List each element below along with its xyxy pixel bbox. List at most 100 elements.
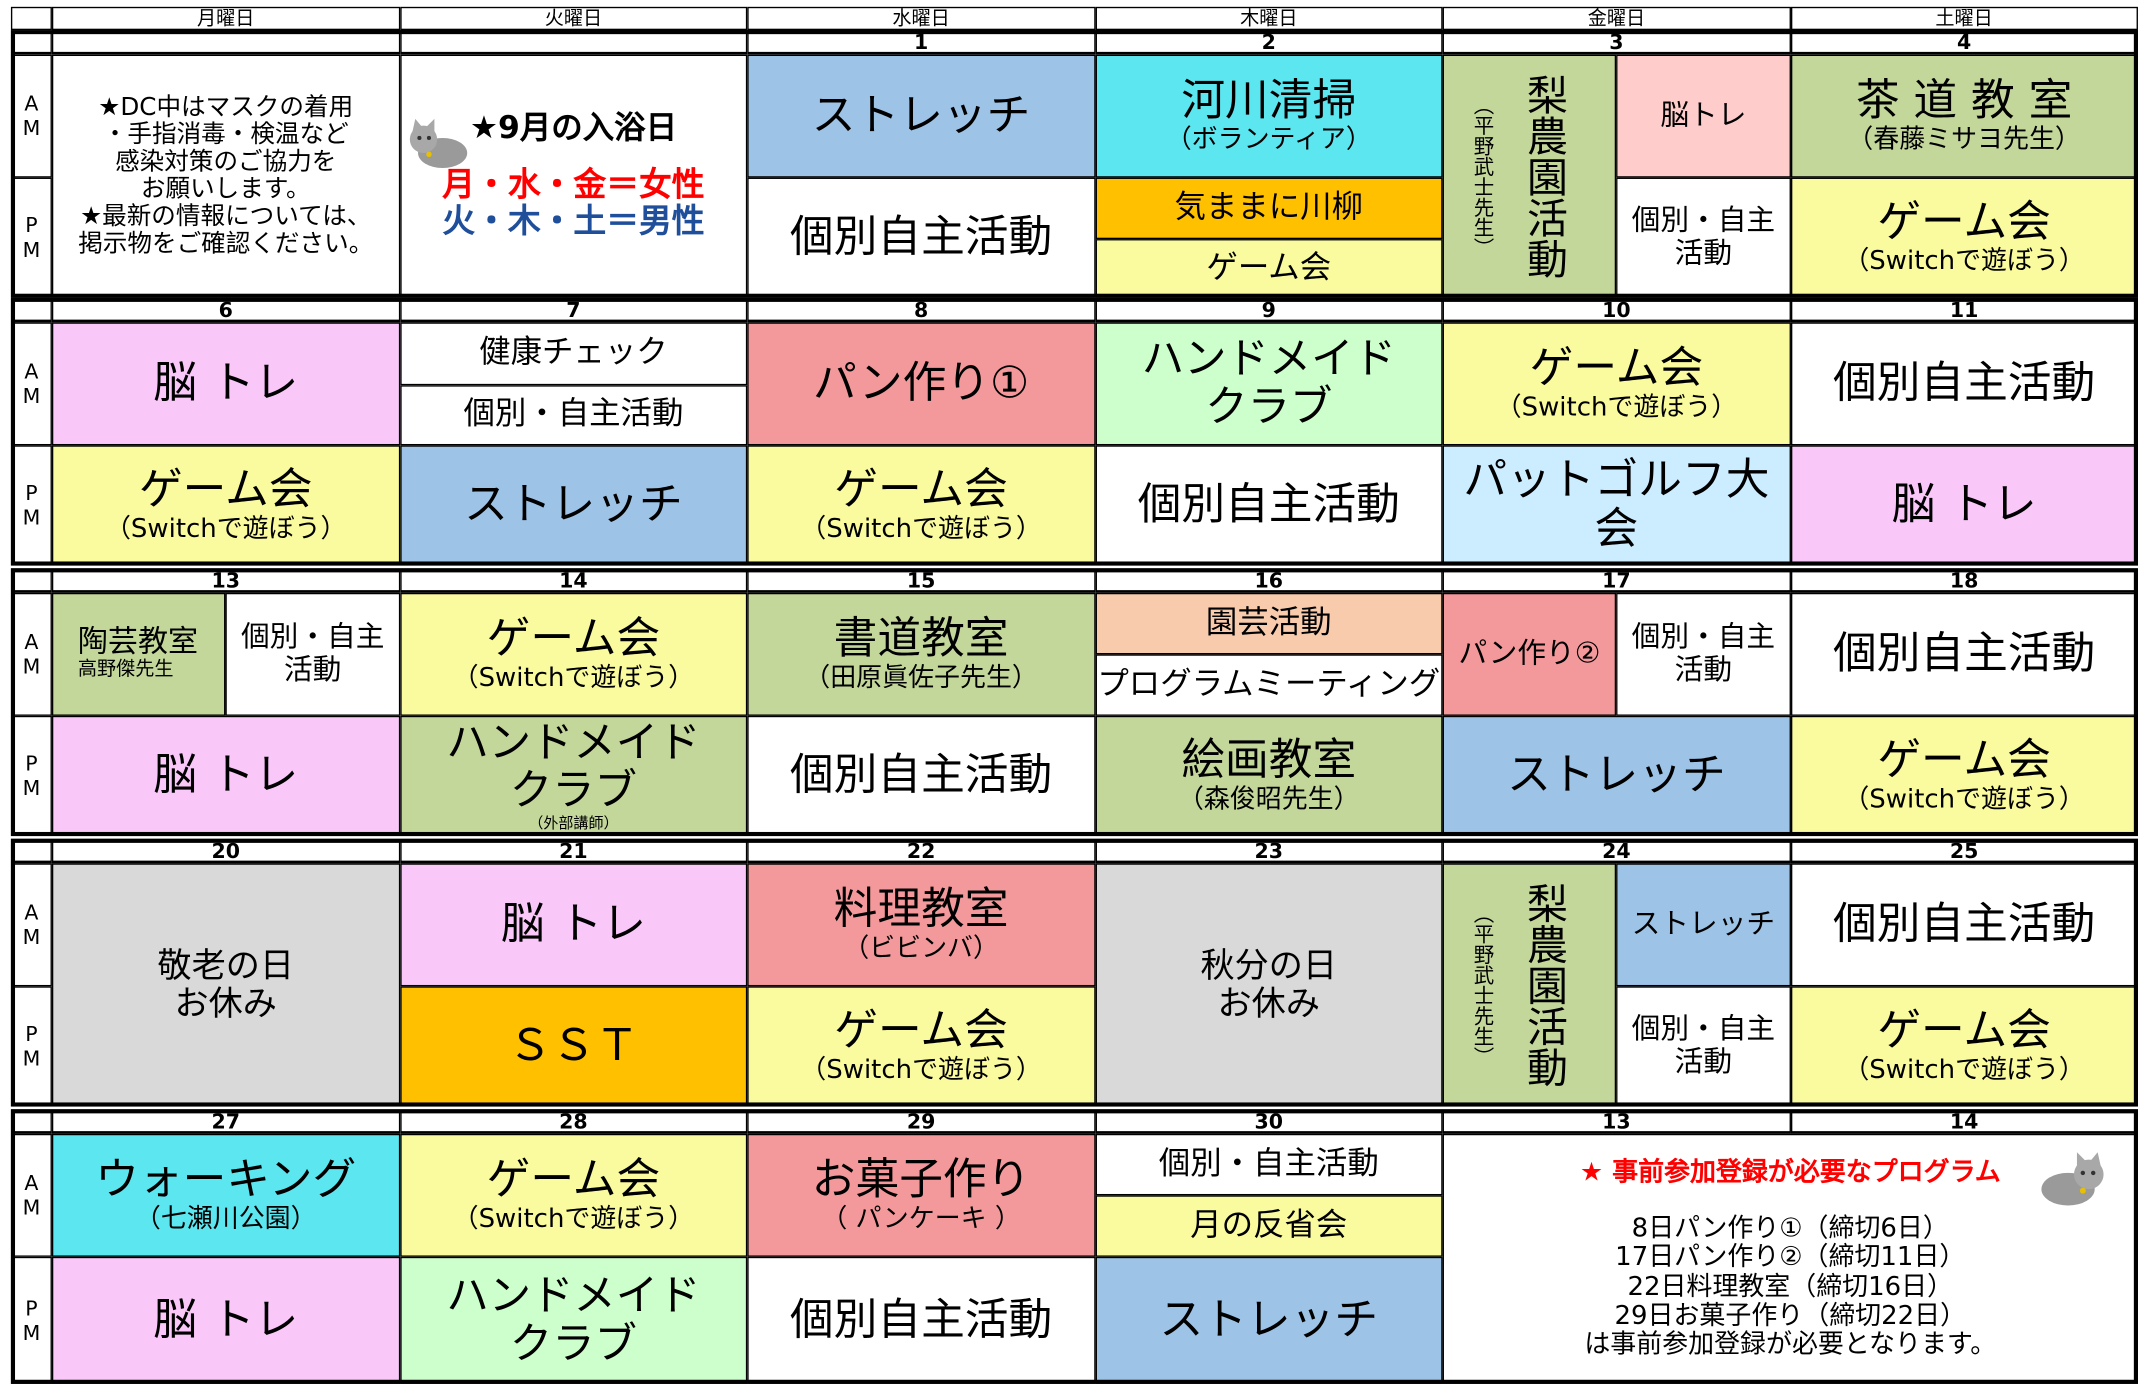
activity-cell: ストレッチ: [399, 445, 748, 566]
cell-text: 月の反省会: [1190, 1207, 1348, 1243]
cell-text: 個別自主活動: [1832, 356, 2096, 409]
date-cell: 22: [747, 838, 1095, 864]
cell-text: ハンドメイド: [446, 718, 701, 768]
cell-text: ストレッチ: [464, 478, 683, 531]
activity-cell: パン作り①: [747, 322, 1095, 446]
activity-cell: ゲーム会 （Switchで遊ぼう）: [51, 445, 400, 566]
cell-text: ゲーム会: [1206, 249, 1332, 286]
cat-icon: [2041, 1152, 2104, 1206]
activity-cell: ハンドメイド クラブ （外部講師）: [399, 715, 748, 837]
cell-text: 脳 トレ: [153, 356, 299, 409]
activity-cell: ゲーム会: [1094, 239, 1443, 298]
activity-cell: ウォーキング （七瀬川公園）: [51, 1133, 400, 1257]
cell-text: ハンドメイド: [1141, 335, 1396, 385]
date-cell: 29: [747, 1109, 1095, 1134]
cell-text: お休み: [1217, 983, 1320, 1024]
cell-text: 個別・自主: [1631, 620, 1776, 654]
date-cell: 15: [747, 568, 1095, 593]
date-cell: 27: [51, 1109, 400, 1134]
activity-cell: 個別自主活動: [1790, 322, 2138, 446]
activity-cell: 書道教室 （田原眞佐子先生）: [747, 592, 1095, 716]
cell-text: お菓子作り: [811, 1153, 1031, 1206]
cell-text: （Switchで遊ぼう）: [800, 514, 1042, 545]
activity-cell: ゲーム会 （Switchで遊ぼう）: [1790, 986, 2138, 1107]
date-cell: 1: [747, 30, 1095, 55]
activity-cell: 個別自主活動: [747, 715, 1095, 837]
cell-text: 健康チェック: [479, 334, 668, 371]
cell-text: ストレッチ: [1631, 907, 1776, 941]
activity-cell: 秋分の日 お休み: [1094, 863, 1443, 1107]
activity-cell: 個別自主活動: [1790, 863, 2138, 987]
cell-text: 個別自主活動: [1137, 478, 1400, 531]
cell-text: （春藤ミサヨ先生）: [1847, 124, 2081, 155]
activity-cell: （平野武士先生） 梨農園活動: [1442, 54, 1617, 298]
activity-cell: 茶 道 教 室（春藤ミサヨ先生）: [1790, 54, 2138, 178]
cell-text: ストレッチ: [1159, 1293, 1379, 1346]
cell-text: 個別自主活動: [789, 748, 1053, 801]
cell-text: は事前参加登録が必要となります。: [1584, 1329, 1997, 1360]
cell-text: 活動: [283, 652, 342, 686]
cell-text: ウォーキング: [95, 1153, 357, 1206]
cell-text: 脳 トレ: [153, 1293, 299, 1346]
cell-text: ゲーム会: [1877, 1004, 2051, 1057]
cell-text: （Switchで遊ぼう）: [800, 1055, 1042, 1086]
cell-text: 脳 トレ: [500, 897, 646, 950]
cell-text: 絵画教室: [1181, 734, 1357, 787]
cell-text: 脳トレ: [1660, 98, 1747, 132]
cell-text: （平野武士先生）: [1471, 902, 1496, 1067]
date-cell: 30: [1094, 1109, 1443, 1134]
date-cell: 23: [1094, 838, 1443, 864]
cell-text: 活動: [1674, 652, 1733, 686]
activity-cell: （平野武士先生） 梨農園活動: [1442, 863, 1617, 1107]
cell-text: ゲーム会: [834, 1004, 1008, 1057]
activity-cell: 料理教室 （ビビンバ）: [747, 863, 1095, 987]
cell-text: 気ままに川柳: [1174, 189, 1364, 225]
cell-text: ＳＳＴ: [507, 1019, 639, 1072]
activity-cell: 脳トレ: [1616, 54, 1791, 178]
activity-cell: 陶芸教室 高野傑先生: [51, 592, 226, 716]
activity-cell: ゲーム会 （Switchで遊ぼう）: [1442, 322, 1791, 446]
cell-text: 料理教室: [833, 883, 1009, 936]
activity-cell: お菓子作り（ パンケーキ ）: [747, 1133, 1095, 1257]
cell-text: 29日お菓子作り（締切22日）: [1614, 1300, 1967, 1331]
date-cell: [10, 568, 52, 593]
activity-cell: 脳 トレ: [51, 322, 400, 446]
cell-text: ・手指消毒・検温など: [102, 119, 349, 149]
pm-label: PM: [10, 715, 52, 837]
activity-cell: 個別・自主活動: [1616, 986, 1791, 1107]
am-label: AM: [10, 54, 52, 178]
date-cell: [51, 30, 400, 55]
date-cell: [10, 297, 52, 323]
cell-text: 個別・自主活動: [463, 396, 684, 432]
header-corner: [10, 6, 52, 31]
activity-cell: ストレッチ: [1094, 1256, 1443, 1384]
date-cell: 20: [51, 838, 400, 864]
activity-cell: ★DC中はマスクの着用 ・手指消毒・検温など 感染対策のご協力を お願いします。 ★最新…: [51, 54, 400, 298]
cell-text: ★最新の情報については、: [80, 202, 372, 232]
activity-cell: ＳＳＴ: [399, 986, 748, 1107]
activity-cell: 個別・自主活動: [1094, 1133, 1443, 1196]
day-header: 月曜日: [51, 6, 400, 31]
am-label: AM: [10, 863, 52, 987]
cell-text: ゲーム会: [486, 612, 661, 665]
day-header: 土曜日: [1790, 6, 2138, 31]
cell-text: 個別・自主: [1631, 204, 1776, 237]
activity-cell: ★9月の入浴日 月・水・金＝女性 火・木・土＝男性: [399, 54, 748, 298]
activity-cell: 個別・自主活動: [225, 592, 400, 716]
cell-text: クラブ: [509, 1318, 637, 1369]
date-cell: 13: [51, 568, 400, 593]
activity-cell: 絵画教室 （森俊昭先生）: [1094, 715, 1443, 837]
cell-text: （Switchで遊ぼう）: [1843, 246, 2085, 277]
day-header: 金曜日: [1442, 6, 1791, 31]
date-cell: 16: [1094, 568, 1443, 593]
cell-text: クラブ: [509, 766, 637, 816]
cell-text: ゲーム会: [1877, 195, 2051, 248]
cell-text: （七瀬川公園）: [134, 1203, 317, 1234]
am-label: AM: [10, 592, 52, 716]
cell-text: （平野武士先生）: [1471, 94, 1496, 259]
activity-cell: 個別自主活動: [1790, 592, 2138, 716]
activity-cell: 個別自主活動: [1094, 445, 1443, 566]
cell-text: （ビビンバ）: [843, 933, 999, 964]
cell-text: 脳 トレ: [153, 748, 299, 801]
cell-text: ゲーム会: [1529, 342, 1704, 395]
